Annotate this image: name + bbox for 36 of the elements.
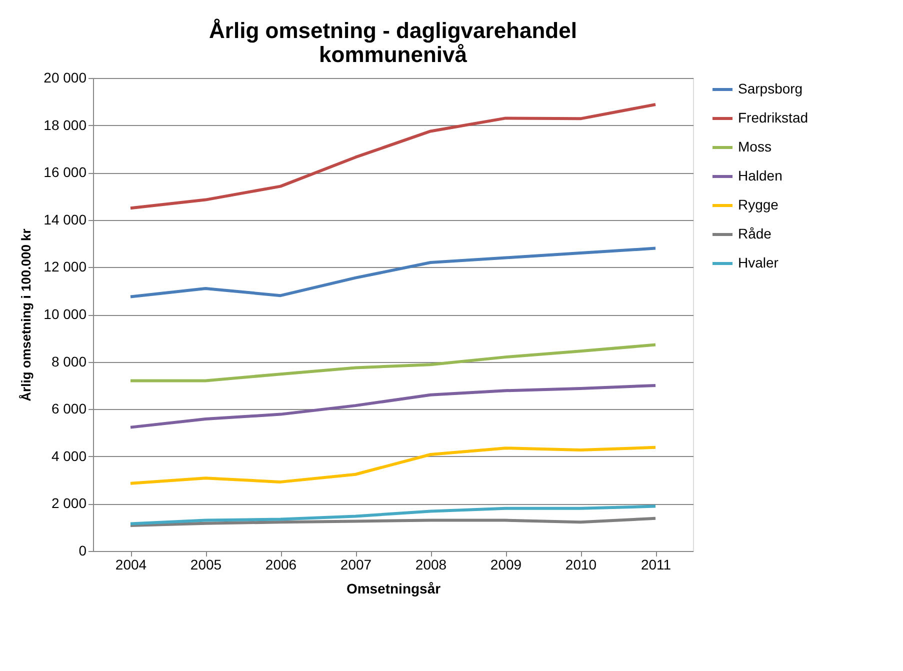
x-tick-label: 2006 [265,556,297,572]
legend-label: Fredrikstad [738,110,808,126]
y-tick-label: 10 000 [44,306,87,322]
x-tick-label: 2004 [115,556,147,572]
x-tick-label: 2011 [640,556,672,572]
legend-label: Sarpsborg [738,80,803,96]
y-tick-label: 2 000 [51,495,87,512]
y-tick-label: 6 000 [51,400,87,417]
line-series [129,446,657,485]
y-tick-label: 18 000 [44,116,87,133]
line-series [129,504,657,526]
y-tick-label: 14 000 [44,211,87,228]
x-axis-title: Omsetningsår [346,580,442,596]
legend-label: Halden [738,168,782,184]
x-tick-label: 2008 [415,556,447,572]
line-series [129,516,657,527]
y-tick-label: 8 000 [51,353,87,370]
y-axis-title: Årlig omsetning i 100.000 kr [18,228,34,402]
line-series [129,343,657,382]
legend-label: Rygge [738,196,779,212]
legend-label: Hvaler [738,254,779,270]
legend-label: Moss [738,138,772,154]
legend-label: Råde [738,226,772,242]
x-tick-label: 2007 [340,556,372,572]
x-tick-label: 2005 [190,556,222,572]
y-tick-label: 12 000 [44,258,87,275]
line-series [129,384,657,429]
line-series [129,102,657,210]
y-tick-label: 20 000 [44,70,87,86]
y-tick-label: 0 [78,542,87,558]
chart-title: Årlig omsetning - dagligvarehandel kommunenivå [209,18,577,67]
x-tick-label: 2009 [490,556,522,572]
line-series [129,246,657,298]
x-tick-label: 2010 [565,556,597,572]
y-tick-label: 4 000 [51,448,87,464]
y-tick-label: 16 000 [44,164,87,180]
